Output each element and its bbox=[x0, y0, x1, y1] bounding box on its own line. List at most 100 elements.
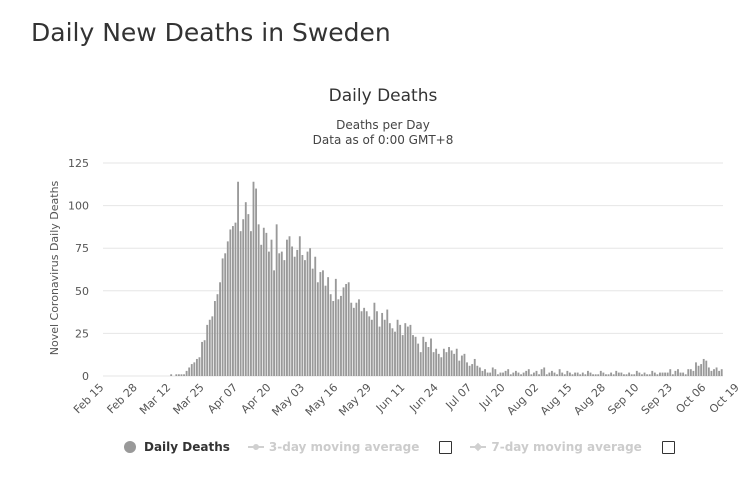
bar bbox=[648, 374, 651, 376]
bar bbox=[432, 352, 435, 376]
bar bbox=[628, 372, 631, 376]
bar bbox=[643, 372, 646, 376]
bar bbox=[592, 374, 595, 376]
7day-average-checkbox[interactable] bbox=[661, 440, 675, 454]
bar bbox=[249, 231, 252, 376]
bar bbox=[509, 374, 512, 376]
bar bbox=[273, 270, 276, 376]
bar bbox=[453, 353, 456, 376]
bar bbox=[695, 362, 697, 376]
bar bbox=[386, 309, 389, 376]
bar bbox=[352, 307, 355, 376]
legend-7day-average[interactable]: 7-day moving average bbox=[470, 440, 675, 454]
bar bbox=[378, 326, 381, 376]
bar bbox=[376, 311, 378, 376]
bar bbox=[594, 374, 597, 376]
chart-title: Daily Deaths bbox=[329, 86, 438, 106]
3day-average-checkbox[interactable] bbox=[439, 440, 453, 454]
bar bbox=[358, 299, 360, 376]
bar bbox=[316, 282, 319, 376]
bar bbox=[478, 367, 481, 376]
bar bbox=[677, 369, 679, 376]
bar bbox=[641, 374, 643, 376]
bar bbox=[383, 319, 386, 376]
bar bbox=[244, 202, 247, 376]
bar bbox=[697, 365, 700, 376]
bar bbox=[224, 253, 227, 376]
x-tick-label: Feb 28 bbox=[105, 381, 140, 416]
bar bbox=[496, 374, 499, 376]
y-tick-label: 50 bbox=[75, 285, 89, 298]
y-tick-label: 25 bbox=[75, 327, 89, 340]
bar bbox=[535, 370, 538, 376]
bar bbox=[370, 319, 373, 376]
bar bbox=[671, 374, 674, 376]
bar bbox=[561, 372, 564, 376]
bar bbox=[579, 374, 582, 376]
bar bbox=[265, 232, 268, 376]
bar bbox=[193, 362, 196, 376]
bar bbox=[659, 372, 661, 376]
bar bbox=[563, 374, 566, 376]
bar bbox=[545, 374, 548, 376]
bar bbox=[651, 370, 654, 376]
bar bbox=[442, 348, 445, 376]
bar bbox=[491, 367, 494, 376]
bar bbox=[293, 256, 296, 376]
bar bbox=[679, 372, 682, 376]
x-tick-label: Jul 20 bbox=[476, 381, 508, 413]
bar bbox=[661, 372, 664, 376]
x-tick-label: Mar 12 bbox=[137, 381, 173, 417]
bar bbox=[226, 241, 229, 376]
bar bbox=[476, 365, 479, 376]
y-tick-label: 75 bbox=[75, 242, 89, 255]
bar bbox=[329, 294, 332, 376]
bar bbox=[414, 336, 417, 376]
bar bbox=[715, 367, 718, 376]
bar bbox=[409, 324, 412, 376]
bar bbox=[664, 372, 667, 376]
bar bbox=[399, 324, 402, 376]
x-tick-label: Mar 25 bbox=[171, 381, 207, 417]
x-tick-label: Apr 20 bbox=[239, 381, 274, 416]
bar bbox=[345, 283, 348, 376]
bar bbox=[646, 374, 649, 376]
bar bbox=[620, 372, 623, 376]
bar bbox=[538, 374, 540, 376]
x-tick-label: Oct 19 bbox=[707, 381, 739, 416]
bar bbox=[363, 307, 366, 376]
bar bbox=[460, 355, 463, 376]
line-marker-diamond-icon bbox=[470, 442, 487, 452]
bar bbox=[473, 358, 476, 376]
bar bbox=[666, 372, 669, 376]
x-tick-label: May 29 bbox=[336, 381, 374, 419]
bar bbox=[262, 227, 265, 376]
legend-daily-deaths[interactable]: Daily Deaths bbox=[124, 440, 230, 454]
bar bbox=[569, 372, 571, 376]
bar bbox=[195, 358, 198, 376]
bar bbox=[291, 246, 294, 376]
bar bbox=[286, 239, 288, 376]
x-tick-label: May 16 bbox=[303, 381, 341, 419]
legend-3day-average[interactable]: 3-day moving average bbox=[247, 440, 453, 454]
bar bbox=[381, 312, 384, 376]
bar bbox=[247, 214, 250, 376]
bar bbox=[607, 374, 610, 376]
page-title: Daily New Deaths in Sweden bbox=[31, 18, 391, 47]
bar bbox=[180, 374, 183, 376]
bar bbox=[391, 328, 394, 376]
bar bbox=[507, 369, 510, 376]
bar bbox=[710, 370, 713, 376]
bar bbox=[412, 335, 414, 376]
bar bbox=[437, 353, 440, 376]
bar bbox=[625, 374, 628, 376]
bar bbox=[170, 374, 173, 376]
bar bbox=[705, 360, 708, 376]
bar bbox=[713, 369, 715, 376]
bar bbox=[597, 374, 600, 376]
bar bbox=[404, 323, 407, 376]
bar bbox=[304, 260, 306, 376]
bars bbox=[170, 181, 723, 376]
bar bbox=[558, 369, 561, 376]
bar bbox=[571, 374, 574, 376]
